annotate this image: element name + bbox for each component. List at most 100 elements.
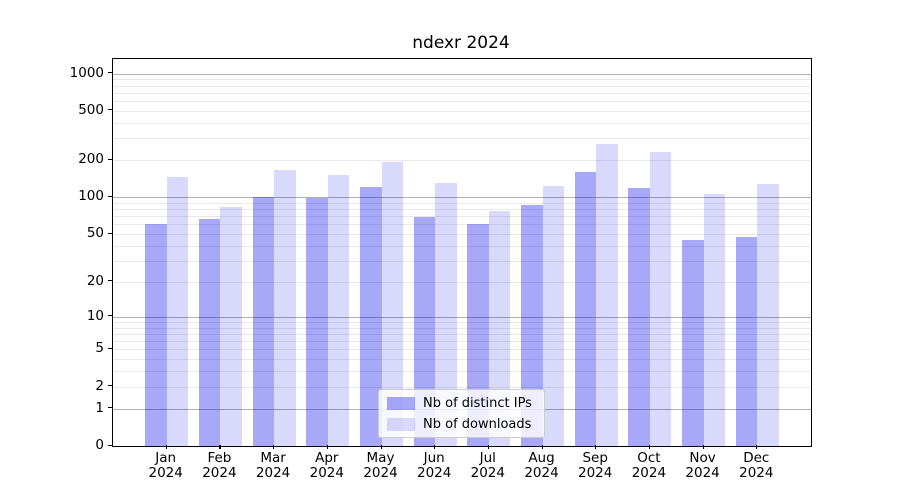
x-tick-month: Apr (315, 450, 339, 466)
x-tick-year: 2024 (202, 464, 237, 481)
bar-ips-jan (145, 223, 167, 446)
x-tick-month: Jun (423, 450, 445, 466)
bar-downloads-mar (274, 170, 296, 446)
bar-ips-apr (306, 197, 328, 446)
gridline-minor (113, 386, 811, 388)
x-tick-year: 2024 (309, 464, 344, 481)
y-tick-label: 1000 (69, 64, 104, 81)
bar-ips-sep (574, 172, 597, 446)
gridline-minor (113, 281, 811, 283)
y-tick-mark (108, 72, 112, 74)
x-tick-month: Sep (582, 450, 608, 466)
x-tick-label: Jan 2024 (134, 451, 198, 480)
x-tick-mark (702, 445, 704, 449)
gridline-minor (113, 110, 811, 112)
x-tick-month: Dec (743, 450, 770, 466)
gridline-minor (113, 327, 811, 329)
x-tick-label: Sep 2024 (563, 451, 627, 480)
x-tick-label: Dec 2024 (724, 451, 788, 480)
bar-ips-feb (198, 218, 221, 446)
chart-title: ndexr 2024 (412, 33, 510, 53)
y-tick-mark (108, 444, 112, 446)
bar-downloads-oct (649, 151, 672, 446)
y-tick-mark (108, 280, 112, 282)
gridline-major (113, 316, 811, 318)
x-tick-label: Aug 2024 (510, 451, 574, 480)
gridline-minor (113, 85, 811, 87)
y-tick-label: 20 (86, 272, 104, 289)
x-tick-label: Feb 2024 (187, 451, 251, 480)
legend-swatch-downloads (387, 418, 415, 431)
y-tick-mark (108, 407, 112, 409)
bar-downloads-jun (435, 183, 457, 446)
gridline-minor (113, 333, 811, 335)
x-tick-mark (273, 445, 275, 449)
x-tick-label: Apr 2024 (295, 451, 359, 480)
gridline-major (113, 73, 811, 75)
x-tick-year: 2024 (255, 464, 291, 481)
x-tick-mark (595, 445, 597, 449)
legend-label-distinct-ips: Nb of distinct IPs (423, 396, 532, 411)
x-tick-year: 2024 (363, 464, 398, 481)
y-tick-label: 50 (86, 225, 104, 241)
bar-ips-jun (413, 216, 436, 446)
legend-item-distinct-ips: Nb of distinct IPs (387, 396, 536, 411)
x-tick-label: Jun 2024 (402, 451, 466, 480)
y-tick-label: 100 (78, 188, 104, 205)
y-tick-mark (108, 109, 112, 111)
x-tick-month: Oct (637, 450, 661, 466)
bar-ips-nov (682, 239, 704, 446)
gridline-minor (113, 101, 811, 102)
x-tick-mark (487, 445, 489, 449)
gridline-minor (113, 122, 811, 124)
gridline-minor (113, 202, 811, 204)
gridline-minor (113, 138, 811, 140)
y-tick-mark (108, 158, 112, 160)
x-tick-month: Jul (479, 450, 496, 466)
x-tick-label: Oct 2024 (617, 451, 681, 480)
gridline-minor (113, 216, 811, 218)
gridline-minor (113, 371, 811, 373)
bar-ips-may (360, 186, 382, 446)
gridline-minor (113, 341, 811, 343)
x-tick-month: Jan (155, 450, 177, 466)
gridline-minor (113, 349, 811, 351)
bar-ips-mar (252, 197, 275, 446)
y-tick-mark (108, 385, 112, 387)
bar-downloads-aug (542, 186, 564, 446)
x-tick-mark (434, 445, 436, 449)
legend: Nb of distinct IPs Nb of downloads (378, 389, 545, 438)
legend-item-downloads: Nb of downloads (387, 417, 536, 432)
x-tick-year: 2024 (148, 464, 183, 481)
x-tick-year: 2024 (578, 464, 613, 481)
x-tick-month: Mar (260, 450, 286, 466)
x-tick-month: Nov (689, 450, 716, 466)
y-tick-label: 5 (95, 340, 104, 357)
gridline-minor (113, 92, 811, 94)
y-tick-mark (108, 315, 112, 317)
legend-label-downloads: Nb of downloads (423, 417, 532, 432)
x-tick-month: Aug (528, 450, 555, 466)
y-tick-label: 200 (78, 151, 104, 167)
bar-ips-aug (521, 205, 543, 446)
bar-downloads-apr (327, 175, 350, 446)
x-tick-label: Nov 2024 (671, 451, 735, 480)
gridline-minor (113, 224, 811, 226)
x-tick-label: Mar 2024 (241, 451, 305, 480)
x-tick-year: 2024 (417, 464, 452, 481)
x-tick-mark (541, 445, 543, 449)
x-tick-label: May 2024 (349, 451, 413, 480)
y-tick-mark (108, 195, 112, 197)
bar-downloads-jul (488, 211, 511, 446)
bar-downloads-sep (596, 144, 618, 446)
bar-ips-oct (628, 188, 650, 446)
y-tick-label: 1 (95, 399, 104, 416)
legend-swatch-distinct-ips (387, 397, 415, 410)
bar-downloads-nov (703, 194, 726, 446)
x-tick-mark (380, 445, 382, 449)
x-tick-year: 2024 (631, 464, 667, 481)
y-tick-label: 500 (78, 101, 104, 118)
gridline-minor (113, 321, 811, 323)
gridline-minor (113, 260, 811, 262)
gridline-minor (113, 245, 811, 247)
